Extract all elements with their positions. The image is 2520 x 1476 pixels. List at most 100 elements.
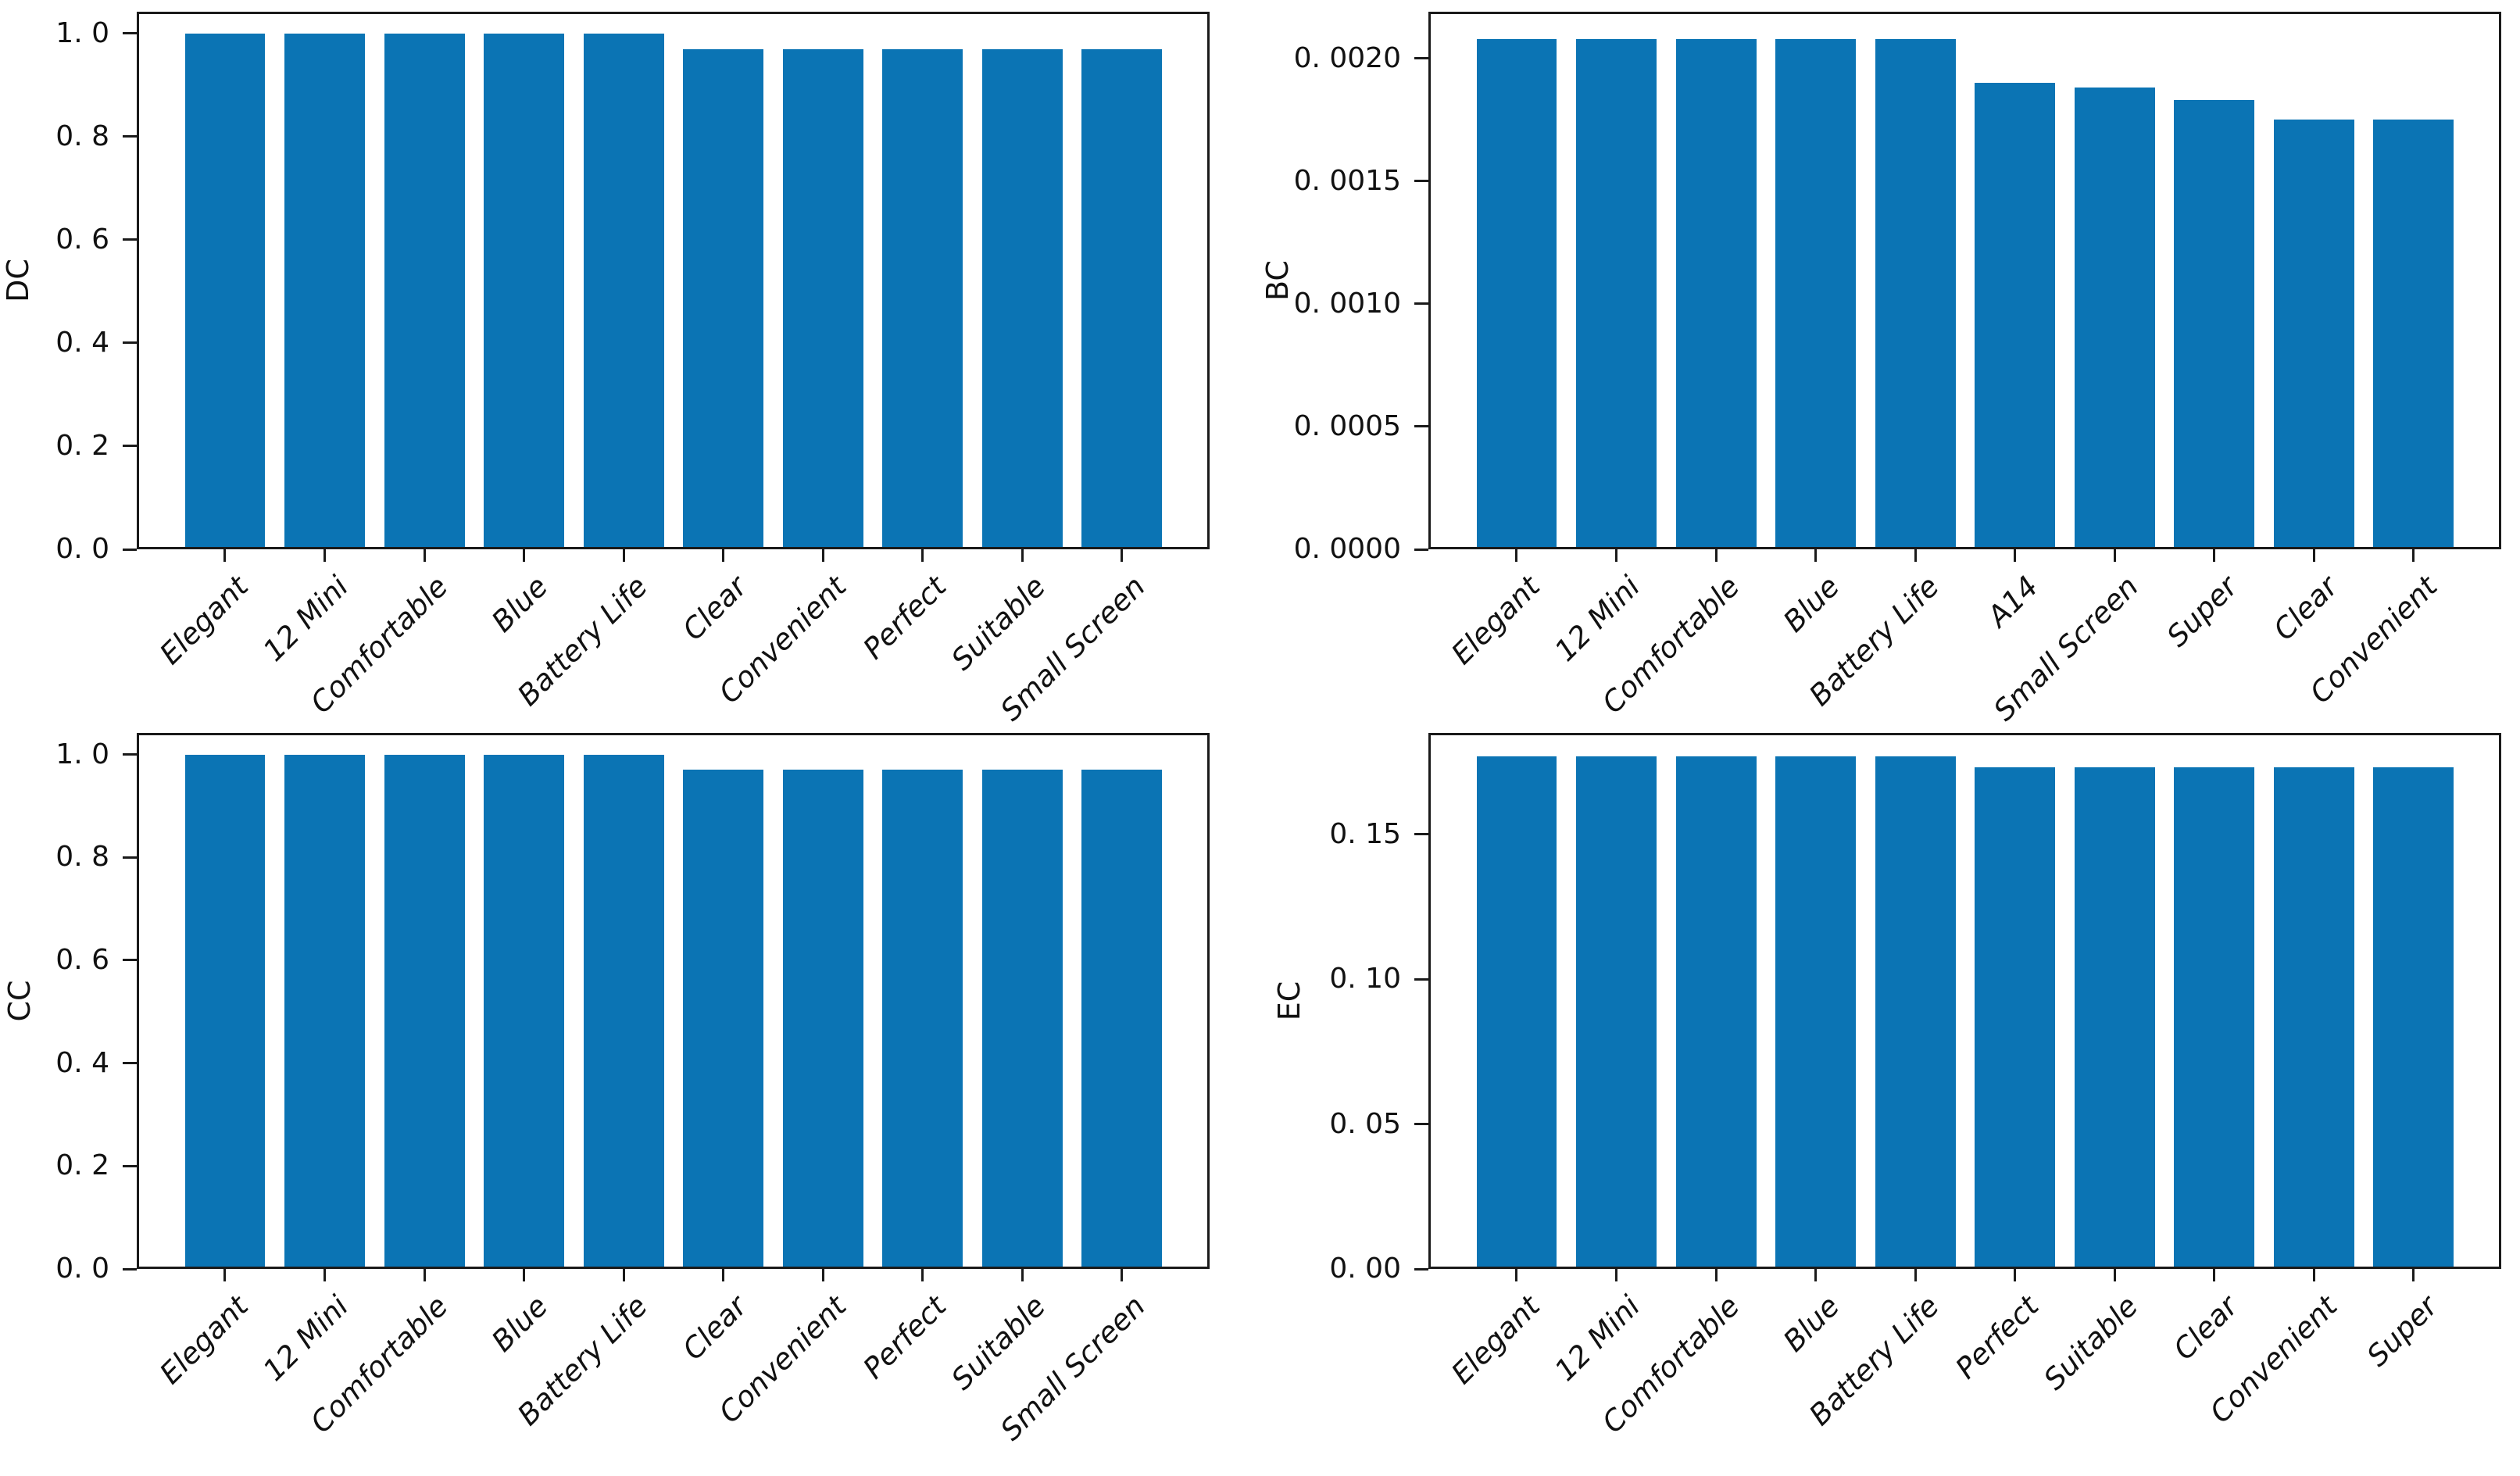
bar [981, 770, 1063, 1267]
x-tick-label: Perfect [1949, 1289, 2046, 1385]
bar [1081, 48, 1163, 547]
x-tick-mark [1121, 1269, 1124, 1281]
bar [384, 33, 465, 547]
y-tick-mark [123, 32, 137, 35]
x-tick-label: Super [2360, 1289, 2444, 1374]
x-tick-mark [2213, 1269, 2216, 1281]
y-tick-label: 0. 10 [1329, 963, 1401, 995]
plot-frame-bc [1428, 12, 2501, 549]
bar [1875, 756, 1956, 1267]
bar [1476, 756, 1557, 1267]
x-tick-mark [2113, 1269, 2116, 1281]
y-tick-mark [1414, 833, 1428, 836]
x-tick-mark [2113, 549, 2116, 562]
bar [683, 770, 764, 1267]
y-tick-mark [123, 1164, 137, 1167]
plot-frame-cc [137, 733, 1210, 1269]
y-tick-mark [123, 753, 137, 756]
y-tick-mark [1414, 548, 1428, 551]
x-tick-mark [2312, 549, 2315, 562]
x-tick-label: Clear [2167, 1289, 2245, 1367]
bar [882, 770, 963, 1267]
x-tick-mark [1021, 1269, 1024, 1281]
bar [782, 48, 863, 547]
x-tick-mark [1814, 549, 1818, 562]
y-tick-label: 0. 4 [55, 1046, 109, 1079]
y-tick-mark [1414, 977, 1428, 981]
y-tick-label: 0. 8 [55, 120, 109, 152]
bar [284, 33, 366, 547]
y-tick-label: 0. 05 [1329, 1107, 1401, 1140]
bar [2074, 767, 2155, 1267]
y-tick-label: 1. 0 [55, 16, 109, 49]
bar [882, 48, 963, 547]
bar [2373, 767, 2454, 1267]
x-tick-label: Blue [1776, 1289, 1846, 1359]
y-tick-mark [1414, 302, 1428, 306]
y-tick-mark [1414, 1267, 1428, 1271]
x-tick-mark [821, 549, 824, 562]
x-tick-label: 12 Mini [1548, 1289, 1646, 1388]
bar [981, 48, 1063, 547]
bar [1576, 756, 1657, 1267]
y-tick-mark [1414, 57, 1428, 60]
y-tick-label: 0. 0010 [1293, 287, 1401, 320]
bar [782, 770, 863, 1267]
x-tick-mark [921, 549, 924, 562]
bar [2174, 767, 2255, 1267]
x-tick-mark [1515, 549, 1518, 562]
bar [1675, 756, 1757, 1267]
x-tick-mark [1021, 549, 1024, 562]
x-tick-mark [2412, 1269, 2415, 1281]
x-tick-mark [1515, 1269, 1518, 1281]
bar [1775, 38, 1857, 547]
x-tick-label: Suitable [2037, 1289, 2145, 1397]
y-tick-label: 0. 8 [55, 841, 109, 874]
bar [1675, 38, 1757, 547]
bar [284, 754, 366, 1267]
y-tick-label: 0. 0020 [1293, 41, 1401, 74]
y-tick-mark [1414, 180, 1428, 183]
x-tick-mark [2213, 549, 2216, 562]
x-tick-mark [921, 1269, 924, 1281]
y-tick-label: 0. 6 [55, 223, 109, 256]
x-tick-mark [223, 1269, 227, 1281]
y-tick-mark [123, 341, 137, 345]
x-tick-mark [2014, 1269, 2017, 1281]
plot-frame-ec [1428, 733, 2501, 1269]
x-tick-mark [423, 549, 426, 562]
y-tick-label: 0. 00 [1329, 1253, 1401, 1285]
x-tick-mark [523, 1269, 526, 1281]
x-tick-mark [223, 549, 227, 562]
y-tick-label: 1. 0 [55, 738, 109, 770]
bar [2273, 120, 2354, 547]
x-tick-mark [821, 1269, 824, 1281]
bar [1081, 770, 1163, 1267]
y-tick-label: 0. 0015 [1293, 164, 1401, 197]
bar [2373, 120, 2454, 547]
plot-frame-dc [137, 12, 1210, 549]
x-tick-mark [2014, 549, 2017, 562]
bar [2174, 100, 2255, 547]
x-tick-mark [423, 1269, 426, 1281]
bar [384, 754, 465, 1267]
y-tick-label: 0. 2 [55, 1149, 109, 1182]
y-tick-mark [123, 856, 137, 859]
bar [2074, 88, 2155, 547]
y-tick-label: 0. 15 [1329, 817, 1401, 850]
x-tick-mark [323, 549, 327, 562]
y-tick-mark [123, 135, 137, 138]
x-tick-mark [2412, 549, 2415, 562]
y-tick-label: 0. 0000 [1293, 533, 1401, 565]
y-tick-label: 0. 0 [55, 1253, 109, 1285]
y-tick-mark [123, 1267, 137, 1271]
x-tick-mark [622, 549, 625, 562]
x-tick-label: Elegant [1445, 1289, 1547, 1391]
x-tick-mark [1615, 1269, 1618, 1281]
x-tick-mark [722, 549, 725, 562]
y-tick-label: 0. 2 [55, 429, 109, 462]
